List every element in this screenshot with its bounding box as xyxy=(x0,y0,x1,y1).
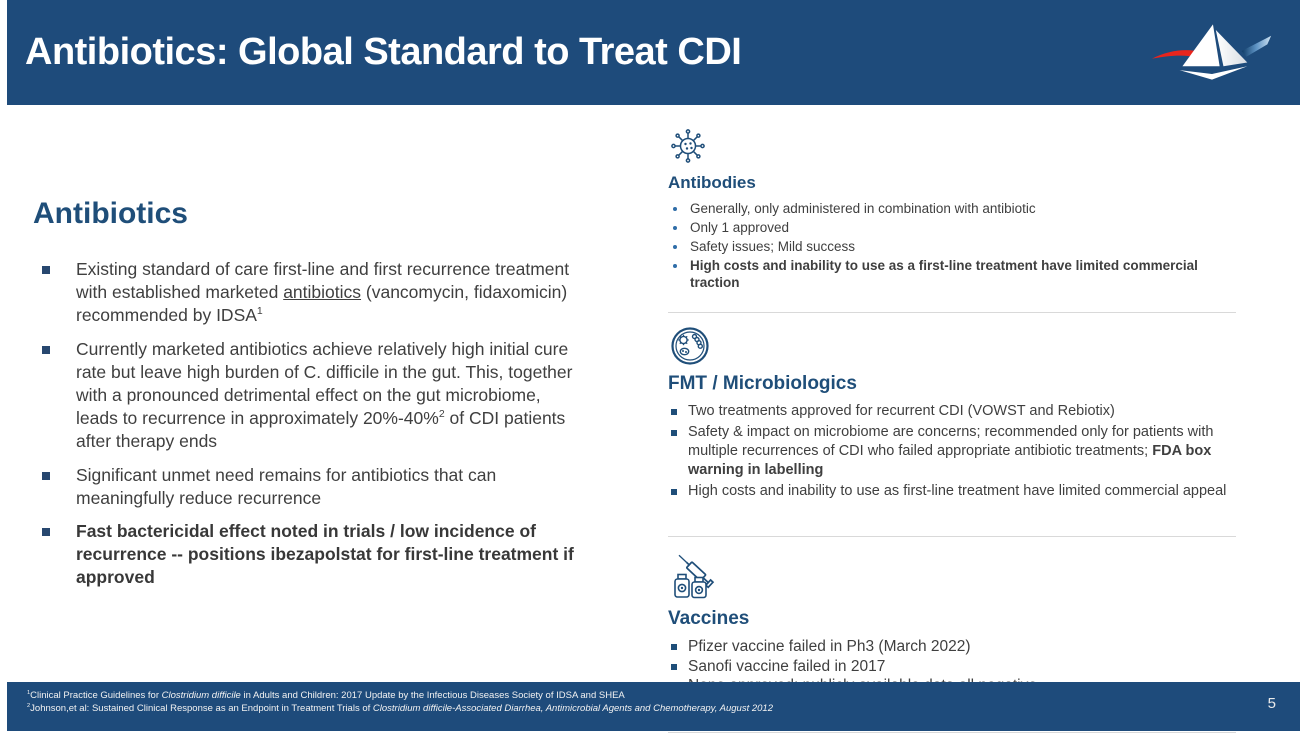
list-item: Significant unmet need remains for antib… xyxy=(33,464,581,510)
square-bullet-icon xyxy=(671,644,677,650)
bullet-text: Safety & impact on microbiome are concer… xyxy=(688,424,1214,478)
bold-emphasis: FDA box warning in labelling xyxy=(688,443,1212,478)
paper-plane-logo xyxy=(1151,24,1272,80)
dot-bullet-icon xyxy=(673,207,677,211)
slide-title: Antibiotics: Global Standard to Treat CD… xyxy=(25,31,742,73)
list-item: Sanofi vaccine failed in 2017 xyxy=(668,657,1236,677)
square-bullet-icon xyxy=(671,430,677,436)
vaccines-heading: Vaccines xyxy=(668,608,750,629)
bullet-text: Significant unmet need remains for antib… xyxy=(76,464,497,508)
antibodies-heading: Antibodies xyxy=(668,173,756,192)
syringe-vials-icon xyxy=(674,554,715,599)
underlined-term: antibiotics xyxy=(283,282,362,303)
list-item: High costs and inability to use as a fir… xyxy=(668,257,1236,291)
square-bullet-icon xyxy=(671,489,677,495)
list-item: Pfizer vaccine failed in Ph3 (March 2022… xyxy=(668,637,1236,657)
header-bar: Antibiotics: Global Standard to Treat CD… xyxy=(7,0,1300,105)
antibodies-list: Generally, only administered in combinat… xyxy=(668,200,1236,291)
square-bullet-icon xyxy=(42,266,50,274)
list-item: Generally, only administered in combinat… xyxy=(668,200,1236,217)
page-number: 5 xyxy=(1267,695,1276,712)
list-item: Safety & impact on microbiome are concer… xyxy=(668,423,1236,480)
dot-bullet-icon xyxy=(673,264,677,268)
footnote-ref: 2 xyxy=(438,408,445,421)
italic-term: Clostridium difficile xyxy=(161,690,241,701)
square-bullet-icon xyxy=(42,345,50,354)
list-item: Only 1 approved xyxy=(668,219,1236,236)
antibiotics-panel: Antibiotics Existing standard of care fi… xyxy=(33,197,581,600)
square-bullet-icon xyxy=(671,663,677,670)
footnotes: 1Clinical Practice Guidelines for Clostr… xyxy=(27,689,773,715)
square-bullet-icon xyxy=(671,409,677,415)
footnote-ref: 1 xyxy=(256,305,263,318)
antibodies-section: Antibodies Generally, only administered … xyxy=(668,124,1236,291)
footer-bar: 1Clinical Practice Guidelines for Clostr… xyxy=(7,682,1300,731)
dot-bullet-icon xyxy=(673,226,677,230)
list-item: Currently marketed antibiotics achieve r… xyxy=(33,338,581,454)
square-bullet-icon xyxy=(42,528,50,537)
list-item: Safety issues; Mild success xyxy=(668,238,1236,255)
fmt-heading: FMT / Microbiologics xyxy=(668,373,857,394)
footnote-1: 1Clinical Practice Guidelines for Clostr… xyxy=(27,689,625,701)
list-item: Fast bactericidal effect noted in trials… xyxy=(33,520,581,590)
fmt-list: Two treatments approved for recurrent CD… xyxy=(668,402,1236,501)
list-item: Two treatments approved for recurrent CD… xyxy=(668,402,1236,421)
list-item: Existing standard of care first-line and… xyxy=(33,258,581,328)
petri-dish-icon xyxy=(671,327,709,365)
alternatives-panel: Antibodies Generally, only administered … xyxy=(668,124,1236,733)
fmt-microbiologics-section: FMT / Microbiologics Two treatments appr… xyxy=(668,324,1236,501)
square-bullet-icon xyxy=(42,471,50,480)
bullet-text: Fast bactericidal effect noted in trials… xyxy=(76,521,574,588)
section-divider xyxy=(668,312,1236,313)
italic-term: Clostridium difficile-Associated Diarrhe… xyxy=(372,703,773,714)
bullet-text: Existing standard of care first-line and… xyxy=(76,259,570,326)
dot-bullet-icon xyxy=(673,245,677,249)
list-item: High costs and inability to use as first… xyxy=(668,482,1236,501)
footnote-2: 2Johnson,et al: Sustained Clinical Respo… xyxy=(27,702,773,714)
bullet-text: Currently marketed antibiotics achieve r… xyxy=(76,338,573,452)
virus-icon xyxy=(671,129,705,163)
antibiotics-heading: Antibiotics xyxy=(33,197,188,230)
section-divider xyxy=(668,536,1236,537)
